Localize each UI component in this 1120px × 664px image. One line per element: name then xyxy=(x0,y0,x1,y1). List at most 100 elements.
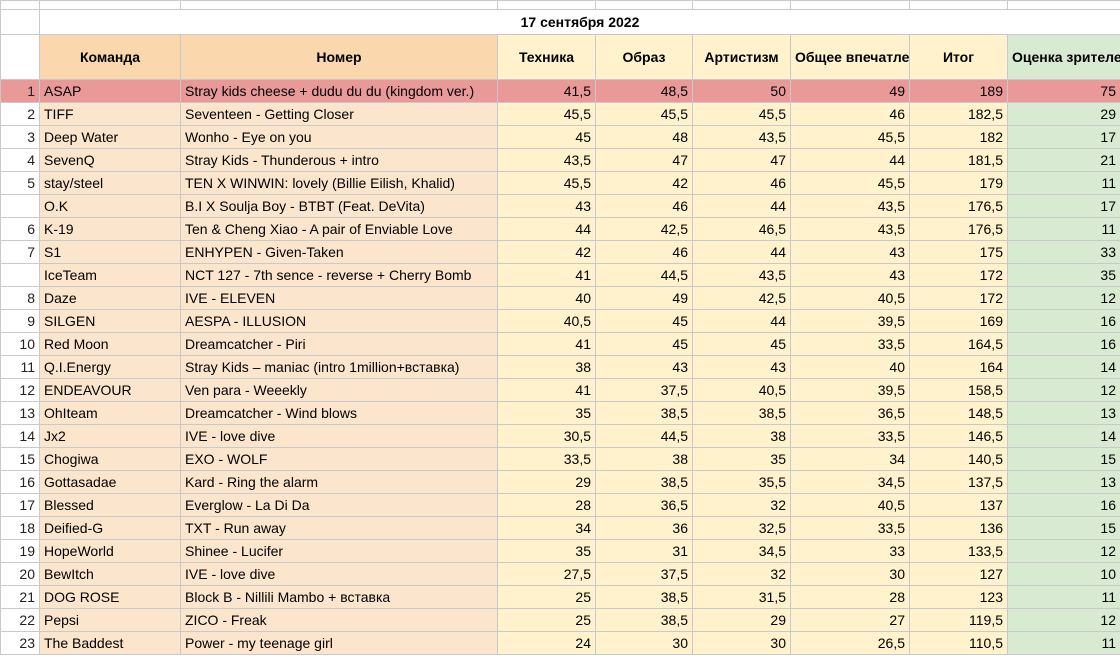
audience-cell[interactable]: 12 xyxy=(1007,378,1120,402)
rank-cell[interactable]: 4 xyxy=(0,148,40,172)
rank-cell[interactable]: 8 xyxy=(0,286,40,310)
total-cell[interactable]: 175 xyxy=(909,240,1008,264)
total-cell[interactable]: 172 xyxy=(909,286,1008,310)
artistry-cell[interactable]: 44 xyxy=(692,309,791,333)
image-cell[interactable]: 36 xyxy=(595,516,693,540)
number-cell[interactable]: TXT - Run away xyxy=(180,516,498,540)
audience-cell[interactable]: 16 xyxy=(1007,493,1120,517)
image-cell[interactable]: 37,5 xyxy=(595,562,693,586)
overall-cell[interactable]: 26,5 xyxy=(790,631,910,655)
audience-cell[interactable]: 12 xyxy=(1007,286,1120,310)
number-cell[interactable]: IVE - ELEVEN xyxy=(180,286,498,310)
rank-cell[interactable]: 21 xyxy=(0,585,40,609)
image-cell[interactable]: 30 xyxy=(595,631,693,655)
total-cell[interactable]: 127 xyxy=(909,562,1008,586)
number-cell[interactable]: AESPA - ILLUSION xyxy=(180,309,498,333)
total-cell[interactable]: 137 xyxy=(909,493,1008,517)
rank-cell[interactable]: 7 xyxy=(0,240,40,264)
image-cell[interactable]: 46 xyxy=(595,194,693,218)
header-artistry[interactable]: Артистизм xyxy=(692,34,791,80)
artistry-cell[interactable]: 42,5 xyxy=(692,286,791,310)
image-cell[interactable]: 38,5 xyxy=(595,585,693,609)
artistry-cell[interactable]: 30 xyxy=(692,631,791,655)
image-cell[interactable]: 48,5 xyxy=(595,79,693,103)
technique-cell[interactable]: 25 xyxy=(497,585,596,609)
total-cell[interactable]: 169 xyxy=(909,309,1008,333)
technique-cell[interactable]: 25 xyxy=(497,608,596,632)
empty-cell[interactable] xyxy=(692,0,791,10)
team-cell[interactable]: Gottasadae xyxy=(39,470,181,494)
overall-cell[interactable]: 43,5 xyxy=(790,217,910,241)
overall-cell[interactable]: 33 xyxy=(790,539,910,563)
audience-cell[interactable]: 10 xyxy=(1007,562,1120,586)
artistry-cell[interactable]: 46 xyxy=(692,171,791,195)
team-cell[interactable]: Pepsi xyxy=(39,608,181,632)
number-cell[interactable]: EXO - WOLF xyxy=(180,447,498,471)
total-cell[interactable]: 119,5 xyxy=(909,608,1008,632)
technique-cell[interactable]: 35 xyxy=(497,539,596,563)
team-cell[interactable]: Red Moon xyxy=(39,332,181,356)
number-cell[interactable]: Seventeen - Getting Closer xyxy=(180,102,498,126)
technique-cell[interactable]: 40 xyxy=(497,286,596,310)
technique-cell[interactable]: 44 xyxy=(497,217,596,241)
technique-cell[interactable]: 45,5 xyxy=(497,102,596,126)
number-cell[interactable]: NCT 127 - 7th sence - reverse + Cherry B… xyxy=(180,263,498,287)
header-team[interactable]: Команда xyxy=(39,34,181,80)
overall-cell[interactable]: 43,5 xyxy=(790,194,910,218)
number-cell[interactable]: Power - my teenage girl xyxy=(180,631,498,655)
technique-cell[interactable]: 24 xyxy=(497,631,596,655)
number-cell[interactable]: Block B - Nillili Mambo + вставка xyxy=(180,585,498,609)
total-cell[interactable]: 140,5 xyxy=(909,447,1008,471)
empty-cell[interactable] xyxy=(595,0,693,10)
image-cell[interactable]: 45 xyxy=(595,309,693,333)
image-cell[interactable]: 48 xyxy=(595,125,693,149)
team-cell[interactable]: SILGEN xyxy=(39,309,181,333)
total-cell[interactable]: 182 xyxy=(909,125,1008,149)
rank-cell[interactable]: 1 xyxy=(0,79,40,103)
technique-cell[interactable]: 41 xyxy=(497,332,596,356)
rank-cell[interactable] xyxy=(0,263,40,287)
number-cell[interactable]: Everglow - La Di Da xyxy=(180,493,498,517)
empty-cell[interactable] xyxy=(0,0,40,10)
technique-cell[interactable]: 28 xyxy=(497,493,596,517)
total-cell[interactable]: 137,5 xyxy=(909,470,1008,494)
number-cell[interactable]: Dreamcatcher - Piri xyxy=(180,332,498,356)
number-cell[interactable]: ZICO - Freak xyxy=(180,608,498,632)
image-cell[interactable]: 38,5 xyxy=(595,401,693,425)
image-cell[interactable]: 44,5 xyxy=(595,263,693,287)
image-cell[interactable]: 38 xyxy=(595,447,693,471)
audience-cell[interactable]: 14 xyxy=(1007,424,1120,448)
overall-cell[interactable]: 33,5 xyxy=(790,516,910,540)
audience-cell[interactable]: 21 xyxy=(1007,148,1120,172)
number-cell[interactable]: Stray Kids – maniac (intro 1million+вста… xyxy=(180,355,498,379)
audience-cell[interactable]: 13 xyxy=(1007,470,1120,494)
artistry-cell[interactable]: 32 xyxy=(692,562,791,586)
audience-cell[interactable]: 12 xyxy=(1007,608,1120,632)
overall-cell[interactable]: 34 xyxy=(790,447,910,471)
total-cell[interactable]: 123 xyxy=(909,585,1008,609)
overall-cell[interactable]: 43 xyxy=(790,240,910,264)
team-cell[interactable]: Daze xyxy=(39,286,181,310)
artistry-cell[interactable]: 43 xyxy=(692,355,791,379)
artistry-cell[interactable]: 43,5 xyxy=(692,263,791,287)
technique-cell[interactable]: 35 xyxy=(497,401,596,425)
artistry-cell[interactable]: 32,5 xyxy=(692,516,791,540)
overall-cell[interactable]: 44 xyxy=(790,148,910,172)
total-cell[interactable]: 179 xyxy=(909,171,1008,195)
audience-cell[interactable]: 11 xyxy=(1007,585,1120,609)
audience-cell[interactable]: 16 xyxy=(1007,332,1120,356)
total-cell[interactable]: 133,5 xyxy=(909,539,1008,563)
overall-cell[interactable]: 46 xyxy=(790,102,910,126)
rank-cell[interactable]: 22 xyxy=(0,608,40,632)
number-cell[interactable]: IVE - love dive xyxy=(180,562,498,586)
empty-cell[interactable] xyxy=(0,9,40,35)
overall-cell[interactable]: 40 xyxy=(790,355,910,379)
number-cell[interactable]: Stray Kids - Thunderous + intro xyxy=(180,148,498,172)
image-cell[interactable]: 47 xyxy=(595,148,693,172)
rank-cell[interactable]: 12 xyxy=(0,378,40,402)
overall-cell[interactable]: 45,5 xyxy=(790,171,910,195)
audience-cell[interactable]: 13 xyxy=(1007,401,1120,425)
total-cell[interactable]: 176,5 xyxy=(909,217,1008,241)
team-cell[interactable]: Q.I.Energy xyxy=(39,355,181,379)
total-cell[interactable]: 164,5 xyxy=(909,332,1008,356)
